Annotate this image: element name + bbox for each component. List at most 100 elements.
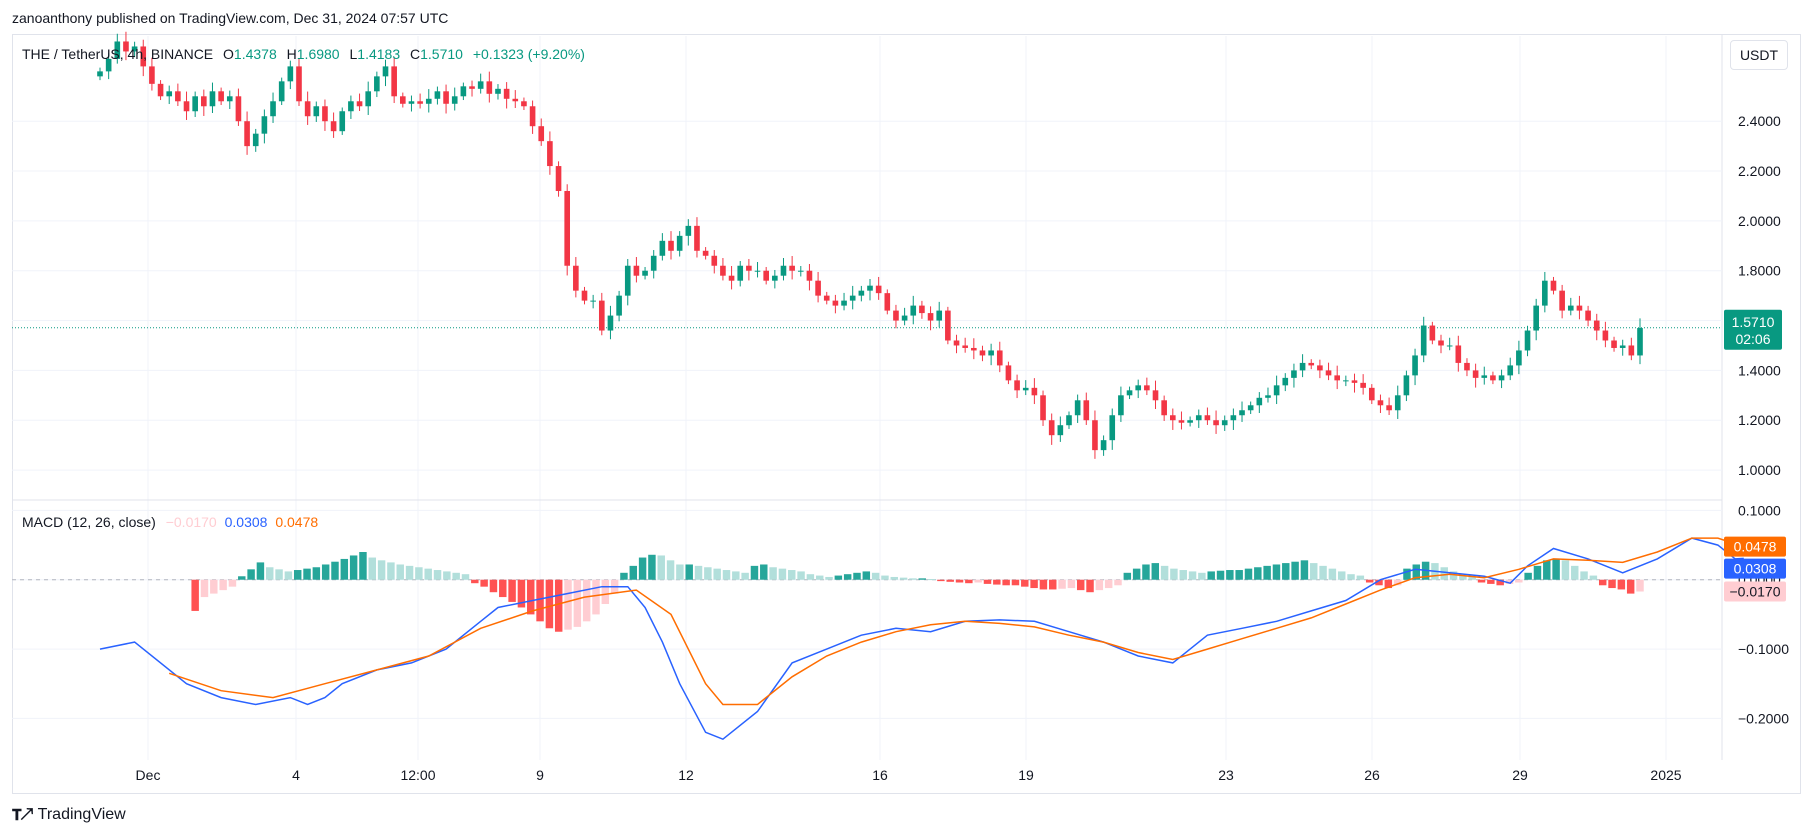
macd-histogram-bar (340, 558, 349, 580)
macd-histogram-bar (657, 555, 665, 580)
macd-histogram-bar (1608, 579, 1616, 589)
candle-body (1256, 397, 1263, 406)
macd-histogram-bar (1142, 564, 1150, 580)
candle-body (1360, 382, 1366, 388)
candle-body (1446, 345, 1453, 347)
candle-body (244, 121, 250, 147)
candle-body (512, 98, 519, 102)
macd-histogram-bar (685, 564, 693, 580)
macd-legend: MACD (12, 26, close) −0.0170 0.0308 0.04… (22, 514, 318, 530)
macd-histogram-bar (1365, 579, 1374, 583)
candle-body (252, 133, 259, 147)
macd-histogram-bar (732, 571, 740, 580)
candle-body (1429, 325, 1436, 341)
macd-histogram-bar (778, 568, 787, 580)
macd-histogram-bar (573, 579, 582, 627)
macd-histogram-bar (1104, 579, 1113, 589)
macd-histogram-bar (750, 565, 759, 580)
macd-histogram-bar (1384, 579, 1393, 589)
time-tick-label: 29 (1512, 767, 1528, 783)
macd-histogram-bar (853, 572, 861, 580)
candle-body (746, 265, 752, 271)
price-tick-label: 1.4000 (1738, 362, 1781, 378)
chart-frame (12, 34, 1801, 794)
macd-histogram-bar (955, 579, 964, 583)
candle-body (1221, 420, 1228, 426)
currency-button[interactable]: USDT (1730, 40, 1788, 70)
candle-body (1178, 420, 1185, 423)
macd-histogram-bar (564, 579, 572, 630)
candle-body (971, 347, 977, 351)
candle-body (711, 255, 718, 266)
macd-histogram-bar (1533, 565, 1542, 580)
candle-body (737, 265, 744, 281)
candle-body (1195, 415, 1202, 421)
candle-body (1611, 340, 1617, 348)
candle-body (1403, 375, 1410, 396)
candle-body (278, 81, 285, 102)
macd-histogram-bar (1076, 579, 1085, 591)
macd-histogram-bar (387, 562, 395, 580)
macd-tick-label: 0.1000 (1738, 502, 1781, 518)
macd-histogram-bar (620, 572, 628, 580)
candle-body (175, 91, 181, 102)
candle-body (1066, 415, 1072, 426)
candle-body (1308, 362, 1315, 366)
macd-histogram-bar (368, 557, 377, 580)
candle-body (815, 280, 821, 296)
macd-histogram-bar (927, 579, 936, 581)
macd-histogram-bar (582, 579, 591, 622)
candle-body (772, 275, 778, 281)
macd-histogram-bar (1067, 579, 1076, 589)
macd-histogram-bar (1207, 571, 1215, 580)
macd-histogram-bar (713, 568, 721, 580)
candle-body (919, 305, 925, 314)
price-tag-value: 1.5710 (1732, 314, 1775, 330)
candle-body (590, 300, 596, 302)
macd-histogram-bar (349, 555, 358, 580)
macd-histogram-bar (312, 567, 321, 580)
candle-body (668, 240, 674, 251)
macd-histogram-bar (210, 579, 218, 594)
macd-histogram-bar (461, 574, 470, 580)
candle-body (1074, 400, 1081, 416)
macd-histogram (191, 552, 1644, 632)
candle-body (685, 225, 692, 236)
macd-histogram-bar (499, 579, 507, 598)
candle-body (1524, 330, 1531, 351)
macd-histogram-bar (554, 579, 563, 632)
macd-histogram-bar (1477, 579, 1486, 583)
high-label: H (286, 46, 297, 62)
macd-histogram-bar (1011, 579, 1020, 586)
macd-histogram-bar (946, 579, 954, 582)
macd-histogram-bar (638, 557, 647, 580)
candle-body (1542, 280, 1548, 306)
macd-histogram-bar (1571, 565, 1579, 580)
macd-histogram-bar (396, 564, 404, 580)
low-label: L (349, 46, 358, 62)
candle-body (451, 96, 458, 104)
candle-body (547, 141, 553, 167)
macd-histogram-bar (1160, 565, 1169, 580)
candle-body (1490, 375, 1496, 381)
candle-body (469, 86, 475, 89)
candle-body (1282, 377, 1289, 386)
candle-body (650, 255, 657, 271)
candle-body (434, 91, 441, 99)
macd-histogram-bar (592, 579, 600, 615)
candle-body (1593, 320, 1600, 331)
hist-tag (1724, 581, 1786, 602)
macd-histogram-bar (760, 564, 768, 580)
candle-body (1213, 420, 1219, 426)
price-axis: 2.40002.20002.00001.80001.60001.40001.20… (1738, 113, 1781, 478)
macd-histogram-bar (1515, 579, 1523, 583)
footer-brand[interactable]: 𝐓↗ TradingView (12, 806, 126, 824)
candle-body (1048, 420, 1055, 436)
macd-histogram-bar (1561, 560, 1570, 580)
candle-body (720, 265, 726, 276)
candle-body (1498, 375, 1505, 381)
time-tick-label: 23 (1218, 767, 1234, 783)
candle-body (495, 88, 501, 94)
candle-body (581, 290, 588, 301)
